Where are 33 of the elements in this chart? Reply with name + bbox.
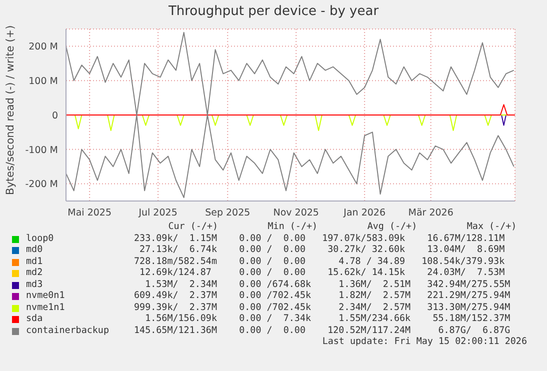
y-tick-label: -100 M	[25, 144, 58, 156]
y-axis-title: Bytes/second read (-) / write (+)	[4, 25, 17, 195]
x-tick-label: Mär 2026	[408, 208, 454, 219]
legend-label: loop0	[26, 232, 55, 244]
text: 233.09k/ 1.15M 0.00 / 0.00 197.07k/583.09k 16.67M/128.11M	[134, 232, 505, 244]
legend-label: nvme1n1	[26, 302, 66, 313]
text: 12.69k/124.87 0.00 / 0.00 15.62k/ 14.15k 24.03M/ 7.53M	[138, 267, 505, 278]
text: 1.56M/156.09k 0.00 / 7.34k 1.55M/234.66k 55.18M/152.37M	[144, 313, 510, 324]
y-tick-label: 100 M	[28, 76, 58, 87]
y-tick-label: -200 M	[25, 179, 58, 190]
text: 145.65M/121.36M 0.00 / 0.00 120.52M/117.24M 6.87G/ 6.87G	[134, 324, 510, 336]
text: 27.13k/ 6.74k 0.00 / 0.00 30.27k/ 32.60k 13.04M/ 8.69M	[138, 244, 505, 256]
legend-label: nvme0n1	[26, 290, 66, 302]
legend-label: containerbackup	[26, 324, 110, 336]
legend-label: sda	[26, 313, 44, 324]
x-tick-label: Nov 2025	[273, 208, 319, 219]
x-tick-label: Sep 2025	[205, 208, 250, 219]
y-tick-label: 0	[52, 110, 58, 122]
x-tick-label: Mai 2025	[68, 208, 112, 219]
legend-label: md0	[26, 244, 44, 256]
text: 609.49k/ 2.37M 0.00 /702.45k 1.82M/ 2.57M 221.29M/275.94M	[134, 290, 510, 302]
x-tick-label: Jan 2026	[342, 208, 386, 219]
legend-label: md3	[26, 278, 44, 290]
legend-label: md1	[26, 256, 44, 267]
y-tick-label: 200 M	[28, 42, 58, 53]
chart-title: Throughput per device - by year	[167, 4, 380, 19]
text: Cur (-/+) Min (-/+) Avg (-/+) Max (-/+)	[167, 221, 518, 232]
x-tick-label: Jul 2025	[138, 208, 178, 219]
legend-label: md2	[26, 267, 44, 278]
text: 999.39k/ 2.37M 0.00 /702.45k 2.34M/ 2.57M 313.30M/275.94M	[134, 302, 510, 313]
text: 1.53M/ 2.34M 0.00 /674.68k 1.36M/ 2.51M 342.94M/275.55M	[144, 278, 510, 290]
text: Last update: Fri May 15 02:00:11 2026	[321, 336, 527, 348]
text: 728.18m/582.54m 0.00 / 0.00 4.78 / 34.89 108.54k/379.93k	[134, 256, 505, 267]
